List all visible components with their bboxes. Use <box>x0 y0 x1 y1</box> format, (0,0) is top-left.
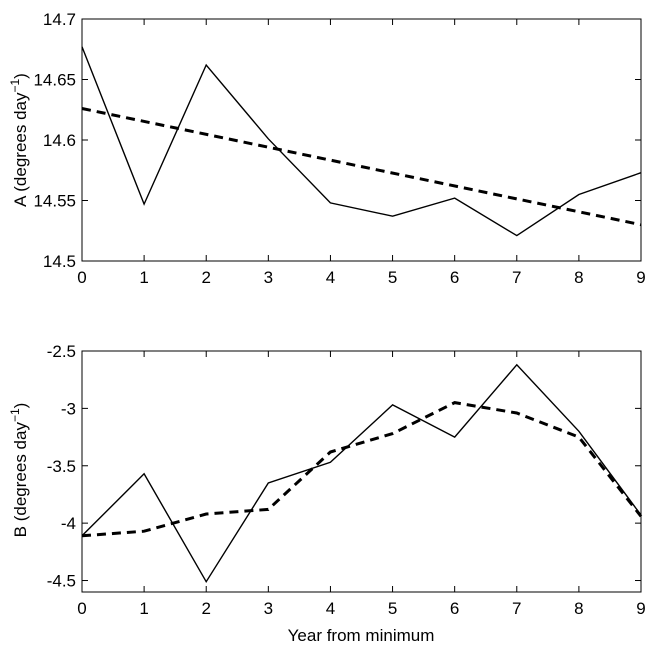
panel-a-xtick-label: 3 <box>264 268 273 287</box>
panel-b-xtick-label: 6 <box>450 599 459 618</box>
panel-a-xtick-label: 8 <box>574 268 583 287</box>
panel-b: 0 1 2 3 4 5 6 7 8 9 -4.5 -4 -3.5 -3 -2.5 B (degrees da… <box>8 342 646 645</box>
panel-a: 0 1 2 3 4 5 6 7 8 9 14.5 14.55 14.6 14.65 14.7 A (degr… <box>8 10 646 287</box>
panel-a-series-observed <box>81 46 642 237</box>
panel-b-xlabel: Year from minimum <box>288 626 435 645</box>
panel-b-xtick-label: 7 <box>512 599 521 618</box>
panel-a-xtick-label: 7 <box>512 268 521 287</box>
panel-a-xtick-label: 9 <box>636 268 645 287</box>
panel-a-xtick-label: 6 <box>450 268 459 287</box>
panel-b-series-smoothed <box>81 401 643 538</box>
panel-a-xtick-label: 0 <box>77 268 86 287</box>
panel-a-xtick-label: 2 <box>201 268 210 287</box>
panel-b-ytick-label: -2.5 <box>47 342 76 361</box>
panel-b-xtick-label: 0 <box>77 599 86 618</box>
panel-b-ytick-label: -3 <box>61 399 76 418</box>
panel-b-xtick-label: 1 <box>139 599 148 618</box>
panel-a-ytick-label: 14.55 <box>33 192 76 211</box>
panel-b-ylabel: B (degrees day−1) <box>8 403 30 538</box>
panel-b-xtick-label: 2 <box>201 599 210 618</box>
panel-a-xtick-label: 1 <box>139 268 148 287</box>
panel-b-xtick-label: 8 <box>574 599 583 618</box>
panel-a-xtick-label: 4 <box>326 268 335 287</box>
panel-a-ylabel: A (degrees day−1) <box>8 73 30 207</box>
panel-a-ytick-label: 14.5 <box>43 252 76 271</box>
panel-a-frame <box>81 18 642 262</box>
panel-b-series-observed <box>81 363 642 584</box>
panel-a-ytick-label: 14.6 <box>43 131 76 150</box>
panel-b-xtick-label: 4 <box>326 599 335 618</box>
panel-a-series-fit <box>81 107 642 227</box>
panel-b-frame <box>81 350 642 593</box>
panel-b-ytick-label: -4.5 <box>47 572 76 591</box>
panel-b-xtick-label: 5 <box>388 599 397 618</box>
panel-b-ytick-label: -3.5 <box>47 457 76 476</box>
panel-a-ytick-label: 14.7 <box>43 10 76 29</box>
panel-a-ytick-label: 14.65 <box>33 71 76 90</box>
panel-a-xtick-label: 5 <box>388 268 397 287</box>
panel-b-xtick-label: 3 <box>264 599 273 618</box>
panel-b-xtick-label: 9 <box>636 599 645 618</box>
panel-b-ytick-label: -4 <box>61 514 76 533</box>
